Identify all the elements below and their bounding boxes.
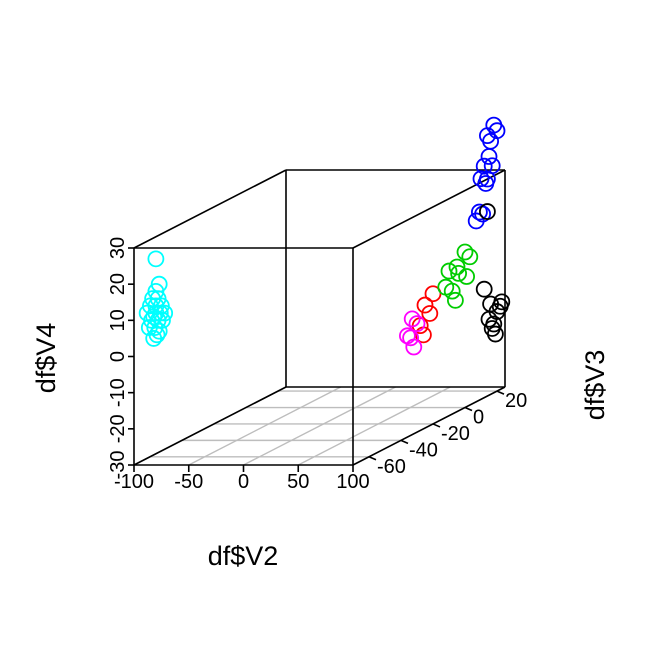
y-tick-mark [496,390,505,395]
data-point [458,268,476,285]
box-edge [133,386,287,466]
data-point [475,157,493,175]
data-point [147,250,165,268]
floor-grid-line [243,386,396,466]
data-points [138,116,511,356]
x-axis-title: df$V2 [208,541,279,571]
data-point [424,285,442,303]
z-tick-label: 10 [107,309,129,331]
z-tick-label: -20 [107,414,129,443]
data-point [483,157,501,175]
data-point [461,248,479,266]
data-point [421,305,439,322]
data-point [456,243,474,261]
y-tick-mark [432,423,441,428]
box-edge [352,386,506,466]
data-point [450,264,468,282]
tick-labels: -100 -50 0 50 100-60-40-20020-30-20-10010203… [107,237,527,493]
data-point [402,329,420,347]
z-tick-label: 30 [107,237,129,259]
x-tick-label: -50 [174,471,203,493]
y-tick-label: -60 [377,456,406,478]
floor-grid-line [297,386,451,466]
data-point [470,203,488,221]
data-point [150,322,168,340]
z-tick-label: -10 [107,378,129,407]
y-tick-label: -40 [409,439,438,461]
data-point [480,148,498,165]
data-point [488,122,506,140]
z-tick-label: 0 [107,351,129,362]
floor-grid-line [188,386,342,466]
x-tick-label: -100 [114,471,154,493]
x-tick-label: 50 [287,471,309,493]
data-point [475,280,493,298]
box-edge [133,169,287,249]
y-tick-mark [368,456,377,461]
data-point [480,310,498,328]
y-tick-mark [464,406,473,412]
data-point [398,327,416,345]
data-point [156,304,174,322]
z-tick-label: 20 [107,273,129,295]
y-tick-label: -20 [441,423,470,445]
data-point [478,203,496,220]
data-point [477,175,495,192]
y-axis-title: df$V3 [580,350,610,421]
data-point [405,338,423,356]
y-tick-mark [400,439,409,445]
box-edge [352,169,506,249]
axis-ticks [128,247,505,472]
z-tick-label: -30 [107,451,129,480]
data-point [416,296,434,314]
data-point [446,291,464,309]
data-point [472,170,490,188]
y-tick-label: 20 [505,390,527,412]
data-point [493,293,511,311]
data-point [448,258,466,276]
data-point [138,304,156,322]
x-tick-label: 0 [238,471,249,493]
data-point [149,290,167,308]
data-point [440,262,458,280]
data-point [403,310,421,328]
data-point [486,325,504,343]
x-tick-label: 100 [336,471,369,493]
box-edges [133,169,506,466]
z-axis-title: df$V4 [31,323,61,394]
y-tick-label: 0 [473,407,484,429]
data-point [408,315,426,333]
data-point [443,282,461,300]
